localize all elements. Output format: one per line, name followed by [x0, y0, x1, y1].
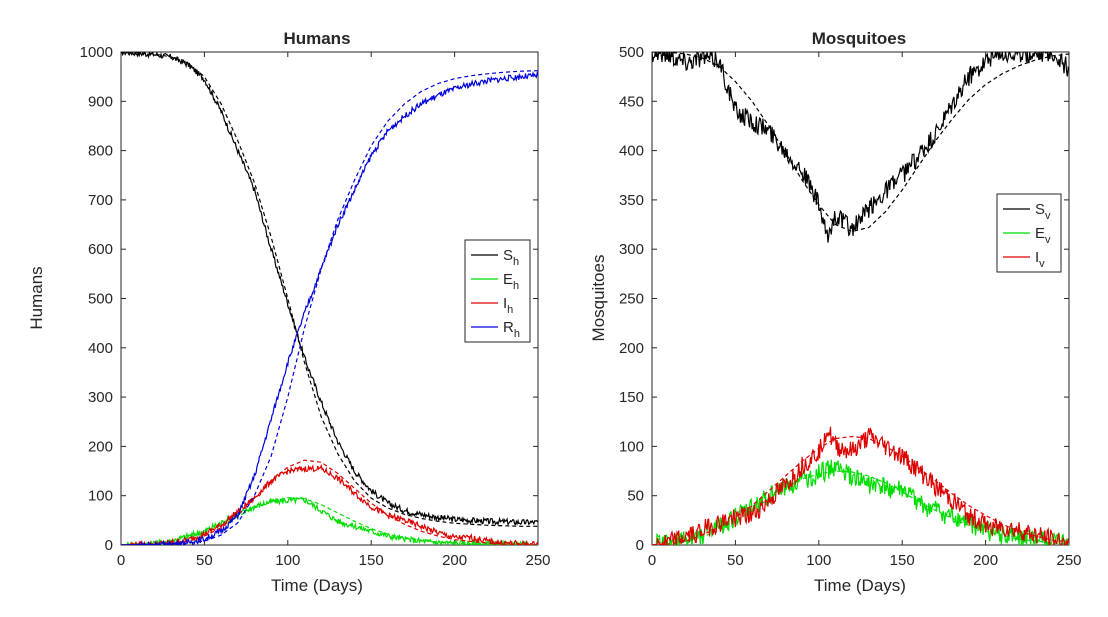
mosquitoes-ytick-label: 50 [627, 488, 644, 505]
mosquitoes-xtick-label: 150 [890, 552, 915, 569]
mosquitoes-ylabel: Mosquitoes [589, 255, 608, 342]
mosquitoes-ytick-label: 0 [636, 537, 644, 554]
mosquitoes-ytick-label: 500 [619, 44, 644, 61]
mosquitoes-title: Mosquitoes [812, 29, 906, 48]
humans-yticks: 0 100 200 300 400 500 600 700 800 900 1000 [80, 44, 538, 554]
humans-legend-label: Eh [503, 271, 519, 292]
humans-ytick-label: 600 [88, 241, 113, 258]
mosquitoes-xlabel: Time (Days) [814, 576, 906, 595]
mosquitoes-ytick-label: 150 [619, 389, 644, 406]
humans-xtick-label: 100 [275, 552, 300, 569]
humans-ytick-label: 700 [88, 192, 113, 209]
humans-xticks: 0 50 100 150 200 250 [117, 52, 551, 569]
humans-xtick-label: 250 [525, 552, 550, 569]
humans-ih-stochastic-line [121, 463, 538, 545]
mosquitoes-yticks: 0 50 100 150 200 250 300 350 400 450 500 [619, 44, 1069, 554]
mosquitoes-ytick-label: 100 [619, 438, 644, 455]
humans-sh-stochastic-line [121, 52, 538, 526]
mosquitoes-xtick-label: 250 [1056, 552, 1081, 569]
mosquitoes-ytick-label: 300 [619, 241, 644, 258]
humans-legend-label: Ih [503, 295, 513, 316]
mosquitoes-axes-box [651, 51, 1070, 546]
mosquitoes-sv-deterministic-line [652, 52, 1069, 233]
mosquitoes-xtick-label: 200 [973, 552, 998, 569]
humans-xtick-label: 200 [442, 552, 467, 569]
humans-rh-deterministic-line [121, 70, 538, 545]
humans-legend-label: Rh [503, 319, 520, 340]
humans-legend-label: Sh [503, 247, 519, 268]
humans-ytick-label: 200 [88, 438, 113, 455]
humans-panel: Humans 0 50 100 150 200 250 0 100 200 300 400 500 6… [27, 29, 551, 595]
mosquitoes-legend-label: Sv [1035, 201, 1051, 222]
humans-eh-deterministic-line [121, 497, 538, 545]
mosquitoes-ytick-label: 200 [619, 340, 644, 357]
mosquitoes-legend-label: Ev [1035, 225, 1051, 246]
mosquitoes-ytick-label: 350 [619, 192, 644, 209]
humans-ytick-label: 400 [88, 340, 113, 357]
mosquitoes-ytick-label: 400 [619, 143, 644, 160]
humans-legend: Sh Eh Ih Rh [464, 239, 531, 343]
humans-ih-deterministic-line [121, 459, 538, 545]
humans-ytick-label: 300 [88, 389, 113, 406]
humans-eh-stochastic-line [121, 496, 538, 545]
humans-ytick-label: 100 [88, 488, 113, 505]
mosquitoes-ytick-label: 250 [619, 291, 644, 308]
mosquitoes-panel: Mosquitoes 0 50 100 150 200 250 0 50 100 150 200 2… [589, 29, 1082, 595]
humans-xtick-label: 150 [359, 552, 384, 569]
humans-ytick-label: 1000 [80, 44, 113, 61]
humans-ytick-label: 800 [88, 143, 113, 160]
mosquitoes-ytick-label: 450 [619, 93, 644, 110]
mosquitoes-xtick-label: 0 [648, 552, 656, 569]
humans-xlabel: Time (Days) [271, 576, 363, 595]
mosquitoes-xtick-label: 50 [727, 552, 744, 569]
mosquitoes-iv-deterministic-line [652, 435, 1069, 545]
humans-sh-deterministic-line [121, 52, 538, 527]
humans-ytick-label: 500 [88, 291, 113, 308]
humans-title: Humans [283, 29, 350, 48]
mosquitoes-legend: Sv Ev Iv [996, 193, 1062, 273]
humans-legend-box [464, 239, 531, 343]
humans-xtick-label: 0 [117, 552, 125, 569]
humans-xtick-label: 50 [196, 552, 213, 569]
humans-ytick-label: 0 [105, 537, 113, 554]
humans-rh-stochastic-line [121, 70, 538, 545]
mosquitoes-sv-stochastic-line [652, 52, 1069, 243]
mosquitoes-iv-stochastic-line [652, 426, 1069, 545]
mosquitoes-xtick-label: 100 [806, 552, 831, 569]
humans-ytick-label: 900 [88, 93, 113, 110]
humans-ylabel: Humans [27, 266, 46, 329]
mosquitoes-series [652, 52, 1069, 545]
mosquitoes-xticks: 0 50 100 150 200 250 [648, 52, 1082, 569]
humans-series [121, 52, 538, 545]
mosquitoes-legend-label: Iv [1035, 249, 1045, 270]
